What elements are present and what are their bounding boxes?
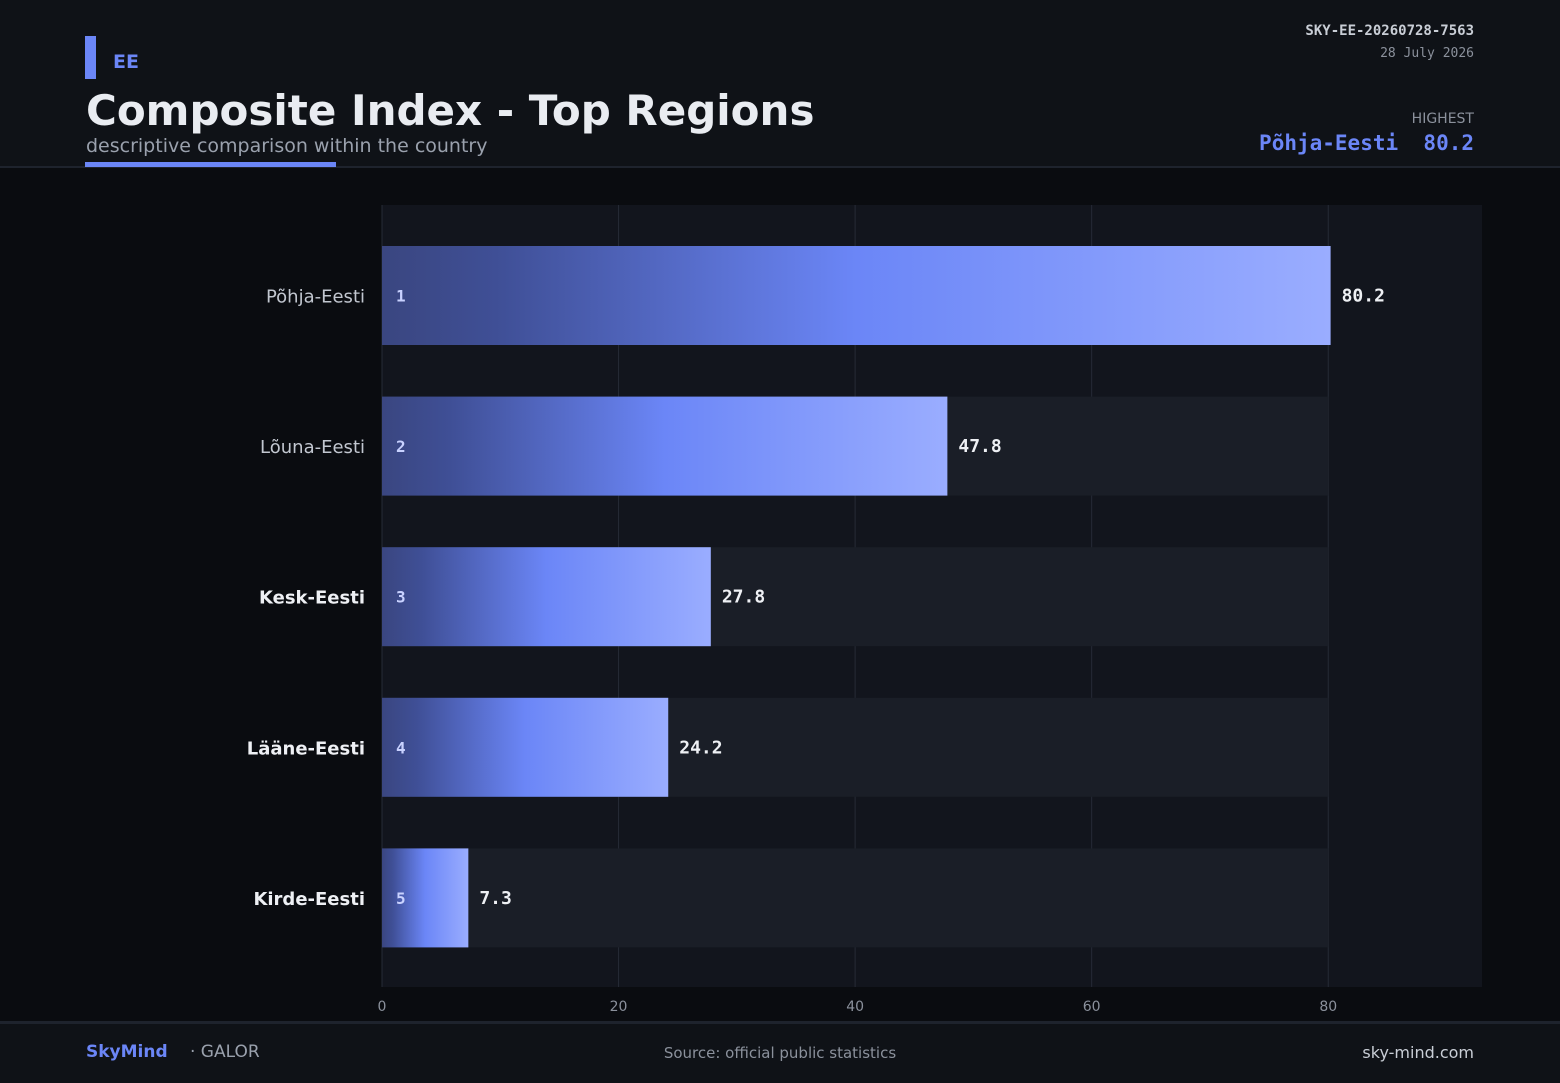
bar xyxy=(382,848,469,948)
category-label: Kirde-Eesti xyxy=(253,889,365,910)
bar xyxy=(382,396,948,496)
bar xyxy=(382,697,669,797)
highest-summary: Põhja-Eesti 80.2 xyxy=(1259,131,1474,155)
value-label: 80.2 xyxy=(1342,286,1385,307)
highest-label: HIGHEST xyxy=(1411,111,1474,127)
value-label: 7.3 xyxy=(479,888,512,909)
x-tick-label: 60 xyxy=(1083,999,1101,1015)
report-header: EE Composite Index - Top Regions descrip… xyxy=(0,0,1560,168)
report-id: SKY-EE-20260728-7563 xyxy=(1305,23,1474,39)
bar-chart: 1 80.2 Põhja-Eesti 2 47.8 Lõuna-Eesti 3 27.8 Kes… xyxy=(247,205,1482,1015)
value-label: 24.2 xyxy=(679,737,722,758)
bar xyxy=(382,547,711,647)
rank-label: 4 xyxy=(396,738,406,757)
value-label: 27.8 xyxy=(722,587,765,608)
brand-sub: · GALOR xyxy=(190,1042,260,1062)
category-label: Kesk-Eesti xyxy=(259,588,365,609)
x-tick-label: 0 xyxy=(378,999,387,1015)
x-tick-label: 40 xyxy=(846,999,864,1015)
site-link[interactable]: sky-mind.com xyxy=(1362,1043,1474,1062)
brand-name: SkyMind xyxy=(86,1042,168,1062)
value-label: 47.8 xyxy=(958,436,1001,457)
country-code: EE xyxy=(113,51,139,73)
bar-track xyxy=(382,848,1329,948)
title-underline xyxy=(85,162,336,167)
tick-layer: 0 20 40 60 80 xyxy=(378,999,1338,1015)
report-date: 28 July 2026 xyxy=(1380,46,1474,61)
highest-region: Põhja-Eesti xyxy=(1259,131,1399,155)
x-tick-label: 80 xyxy=(1319,999,1337,1015)
category-label: Lõuna-Eesti xyxy=(260,437,365,458)
bar xyxy=(382,246,1331,345)
page-subtitle: descriptive comparison within the countr… xyxy=(86,135,488,157)
rank-label: 2 xyxy=(396,437,406,456)
report-footer: SkyMind · GALOR Source: official public … xyxy=(0,1021,1560,1083)
page-title: Composite Index - Top Regions xyxy=(86,86,815,135)
rank-label: 1 xyxy=(396,287,406,306)
category-label: Põhja-Eesti xyxy=(266,287,365,308)
source-note: Source: official public statistics xyxy=(663,1044,897,1062)
bar-layer: 1 80.2 Põhja-Eesti 2 47.8 Lõuna-Eesti 3 27.8 Kes… xyxy=(247,246,1385,948)
x-tick-label: 20 xyxy=(610,999,628,1015)
category-label: Lääne-Eesti xyxy=(247,738,365,759)
highest-value: 80.2 xyxy=(1423,131,1474,155)
rank-label: 5 xyxy=(396,889,406,908)
accent-bar xyxy=(85,36,96,79)
rank-label: 3 xyxy=(396,588,406,607)
